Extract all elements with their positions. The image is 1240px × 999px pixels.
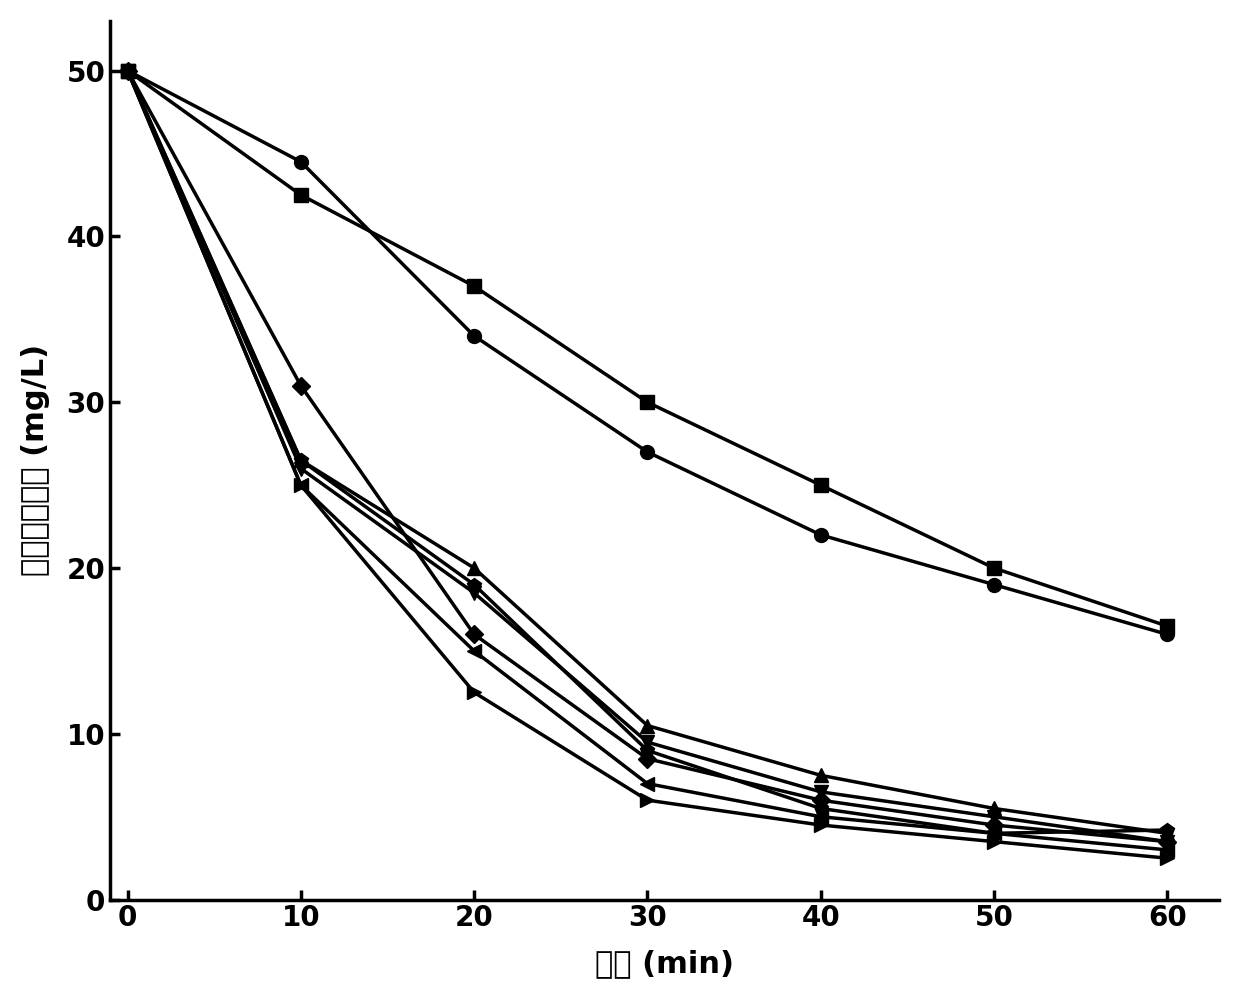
X-axis label: 时间 (min): 时间 (min)	[595, 949, 734, 978]
Y-axis label: 三价锐的浓度 (mg/L): 三价锐的浓度 (mg/L)	[21, 345, 50, 576]
